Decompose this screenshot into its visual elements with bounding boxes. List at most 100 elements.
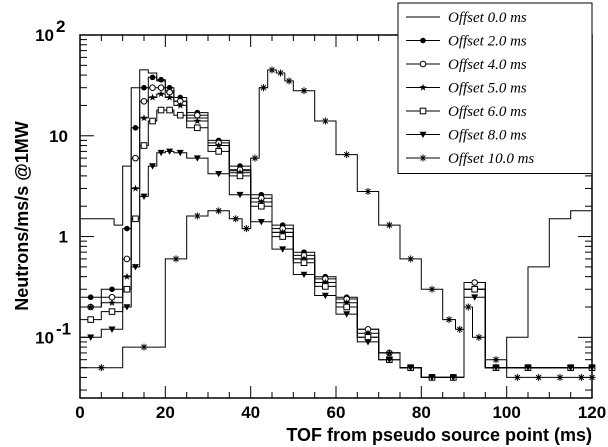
x-tick-label: 120 <box>578 403 606 422</box>
legend-entry: Offset 10.0 ms <box>406 151 534 167</box>
data-point <box>300 87 308 95</box>
data-point <box>464 303 472 311</box>
data-point <box>407 255 415 263</box>
data-point <box>166 84 173 91</box>
data-point <box>140 97 148 105</box>
data-point <box>176 149 184 157</box>
legend-label: Offset 10.0 ms <box>448 151 534 167</box>
data-point <box>215 141 223 149</box>
data-point <box>279 228 287 236</box>
data-point <box>471 294 479 301</box>
data-point <box>322 283 329 290</box>
data-point <box>535 373 543 381</box>
x-tick-label: 100 <box>492 403 520 422</box>
data-point <box>157 84 165 91</box>
data-point <box>343 151 351 159</box>
legend-entry: Offset 5.0 ms <box>406 81 527 97</box>
data-point <box>236 191 244 199</box>
data-point <box>176 101 184 109</box>
data-point <box>279 246 287 253</box>
data-point <box>108 308 116 315</box>
data-point <box>300 271 308 279</box>
data-point <box>166 106 173 114</box>
data-point <box>123 272 131 280</box>
data-point <box>556 373 564 381</box>
data-point <box>258 202 265 210</box>
data-point <box>140 343 148 351</box>
data-point <box>193 117 201 125</box>
data-point <box>492 364 500 372</box>
data-point <box>279 233 286 240</box>
data-point <box>277 69 285 77</box>
data-point <box>158 76 164 83</box>
data-point <box>87 316 94 323</box>
data-point <box>492 356 500 364</box>
data-point <box>194 111 201 119</box>
data-point <box>251 154 259 162</box>
data-point <box>123 304 131 311</box>
data-point <box>149 117 156 125</box>
data-point <box>140 193 148 200</box>
legend-entry: Offset 6.0 ms <box>406 104 527 120</box>
data-point <box>166 148 174 155</box>
data-point <box>407 364 415 372</box>
data-point <box>215 207 223 215</box>
data-point <box>257 198 265 206</box>
legend-box <box>397 2 593 174</box>
x-tick-label: 20 <box>156 403 175 422</box>
legend-label: Offset 4.0 ms <box>448 57 527 73</box>
legend-marker <box>419 60 427 68</box>
data-point <box>321 292 329 300</box>
data-point <box>176 111 184 119</box>
data-point <box>165 93 174 101</box>
legend-label: Offset 8.0 ms <box>448 128 527 144</box>
legend-marker <box>419 131 427 138</box>
data-point <box>194 124 201 132</box>
data-point <box>385 349 393 357</box>
data-point <box>149 163 157 170</box>
data-point <box>268 66 276 74</box>
x-tick-label: 80 <box>412 403 431 422</box>
data-point <box>471 285 478 293</box>
y-tick-exponent: 2 <box>56 17 65 36</box>
data-point <box>577 373 585 381</box>
data-point <box>300 255 308 262</box>
data-point <box>567 364 575 372</box>
x-tick-label: 60 <box>327 403 346 422</box>
legend-entry: Offset 0.0 ms <box>406 10 527 26</box>
data-point <box>140 142 148 149</box>
data-point <box>257 219 265 226</box>
data-point <box>343 311 351 318</box>
x-axis-label: TOF from pseudo source point (ms) <box>286 425 592 445</box>
data-point <box>524 364 532 372</box>
data-point <box>428 374 436 381</box>
data-point <box>215 170 223 178</box>
legend-label: Offset 6.0 ms <box>448 104 527 120</box>
legend-marker <box>419 154 427 162</box>
series-5 <box>80 148 596 381</box>
data-point <box>193 212 201 220</box>
data-point <box>385 356 393 364</box>
data-point <box>285 77 293 85</box>
data-point <box>123 285 131 293</box>
data-point <box>449 374 457 381</box>
legend-marker <box>419 83 427 91</box>
data-point <box>513 373 521 381</box>
legend-marker <box>419 107 427 115</box>
y-axis-label: Neutrons/ms/s @1MW <box>12 121 32 311</box>
data-point <box>149 74 156 81</box>
data-point <box>193 155 201 162</box>
legend-label: Offset 2.0 ms <box>448 34 527 50</box>
data-point <box>131 264 139 271</box>
data-point <box>108 326 116 333</box>
data-point <box>141 84 147 91</box>
data-point <box>132 124 139 131</box>
data-point <box>140 114 148 122</box>
data-point <box>123 255 131 263</box>
data-point <box>131 184 140 192</box>
data-point <box>236 168 244 176</box>
legend-entry: Offset 2.0 ms <box>406 34 527 50</box>
data-point <box>242 225 250 233</box>
series-line <box>80 69 592 378</box>
